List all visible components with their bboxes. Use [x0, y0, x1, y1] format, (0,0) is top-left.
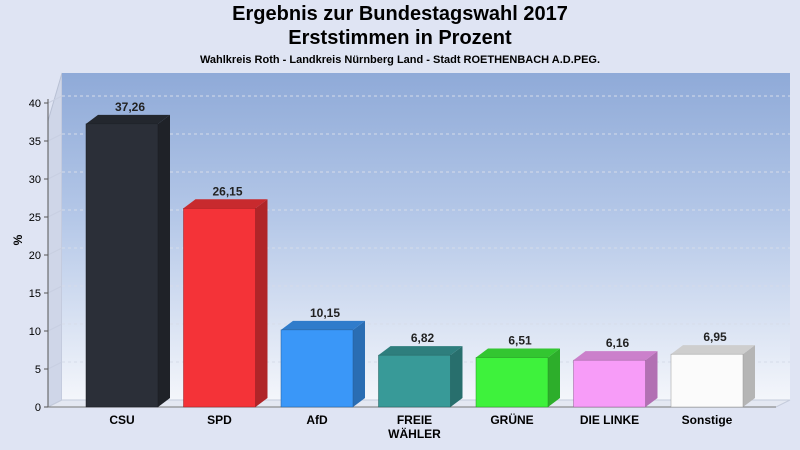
- bar-group: [670, 345, 755, 408]
- x-tick-label: AfD: [306, 413, 328, 427]
- data-label: 6,95: [703, 330, 727, 344]
- x-tick-label: WÄHLER: [388, 426, 441, 441]
- data-label: 26,15: [212, 184, 242, 198]
- gridline-diag: [47, 285, 63, 294]
- x-tick-label: DIE LINKE: [580, 413, 639, 427]
- x-tick-label: Sonstige: [682, 413, 733, 427]
- y-tick-label: 25: [29, 212, 41, 224]
- y-tick-label: 15: [29, 288, 41, 300]
- bar: [183, 208, 256, 408]
- bar-side: [255, 199, 268, 407]
- gridline-diag: [47, 133, 63, 142]
- y-tick-label: 30: [29, 174, 41, 186]
- data-label: 37,26: [115, 100, 145, 114]
- data-label: 6,51: [508, 334, 532, 348]
- bar-side: [548, 348, 560, 407]
- y-tick-label: 0: [35, 402, 41, 414]
- y-tick-label: 35: [29, 136, 41, 148]
- data-label: 10,15: [310, 306, 340, 320]
- bar: [280, 329, 354, 408]
- bar: [85, 123, 159, 408]
- bar-group: [475, 348, 560, 408]
- bar: [475, 357, 549, 408]
- bar-side: [353, 320, 365, 407]
- chart-title-line2: Erststimmen in Prozent: [288, 27, 512, 49]
- bar-group: [378, 346, 463, 408]
- y-tick-label: 40: [29, 98, 41, 110]
- bar-group: [573, 351, 658, 408]
- bar-top: [86, 114, 170, 124]
- bar-side: [450, 346, 463, 407]
- y-axis-label: %: [11, 234, 25, 245]
- bar: [573, 359, 646, 408]
- bar-side: [743, 345, 755, 407]
- x-tick-label: SPD: [207, 413, 232, 427]
- gridline-diag: [47, 95, 63, 104]
- x-tick-label: GRÜNE: [490, 412, 533, 427]
- data-label: 6,82: [411, 331, 435, 345]
- bar-side: [158, 114, 170, 407]
- gridline-diag: [47, 361, 63, 370]
- gridline-diag: [47, 209, 63, 218]
- bar-top: [573, 351, 658, 361]
- plot-side-wall: [47, 72, 63, 408]
- chart-title: Ergebnis zur Bundestagswahl 2017: [232, 3, 568, 25]
- chart-subtitle: Wahlkreis Roth - Landkreis Nürnberg Land…: [199, 54, 601, 66]
- y-tick-label: 20: [29, 250, 41, 262]
- y-tick-label: 5: [35, 364, 41, 376]
- data-label: 6,16: [606, 336, 630, 350]
- bar-side: [645, 351, 658, 407]
- gridline-diag: [47, 171, 63, 180]
- bar-top: [378, 346, 463, 356]
- bar: [378, 354, 451, 408]
- bar-group: [85, 114, 170, 408]
- x-tick-label: FREIE: [397, 413, 432, 427]
- bar-top: [671, 345, 755, 355]
- x-tick-label: CSU: [109, 413, 134, 427]
- bar-top: [476, 348, 560, 358]
- bar-top: [183, 199, 268, 209]
- bar: [670, 353, 744, 408]
- bar-group: [280, 320, 365, 408]
- bar-group: [183, 199, 268, 408]
- bar-top: [281, 320, 365, 330]
- gridline-diag: [47, 247, 63, 256]
- gridline-diag: [47, 323, 63, 332]
- y-tick-label: 10: [29, 326, 41, 338]
